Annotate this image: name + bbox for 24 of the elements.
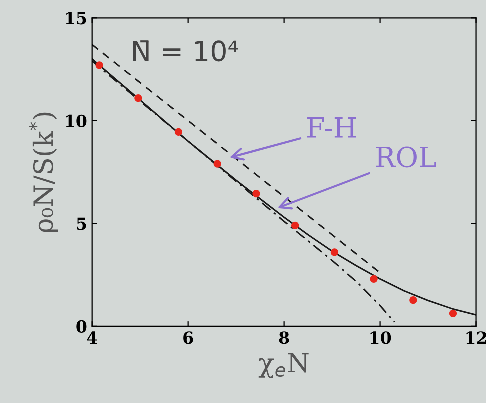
annotation: ROL: [376, 146, 436, 168]
x-tick-label: 10: [370, 332, 392, 344]
y-tick-label: 5: [77, 218, 86, 230]
point: [410, 296, 418, 304]
point: [292, 222, 300, 230]
y-axis-title: ρ₀N/S(k$^{*}$): [29, 112, 58, 232]
point: [252, 190, 260, 198]
x-tick-label: 6: [184, 332, 194, 344]
point: [330, 248, 339, 256]
point: [174, 128, 183, 136]
point: [370, 275, 378, 283]
x-tick-label: 4: [87, 332, 98, 344]
annotation: N̄ = 10⁴: [133, 40, 238, 62]
x-tick-label: 8: [279, 332, 290, 344]
annotation: F-H: [308, 118, 356, 138]
x-tick-label: 12: [466, 332, 486, 344]
point: [134, 94, 142, 102]
point: [96, 62, 104, 70]
y-tick-label: 15: [66, 12, 86, 25]
point: [214, 160, 222, 168]
point: [449, 310, 458, 318]
y-tick-label: 10: [66, 114, 87, 128]
y-tick-label: 0: [76, 320, 87, 333]
x-axis-title: χ$_{e}$N: [258, 353, 309, 378]
